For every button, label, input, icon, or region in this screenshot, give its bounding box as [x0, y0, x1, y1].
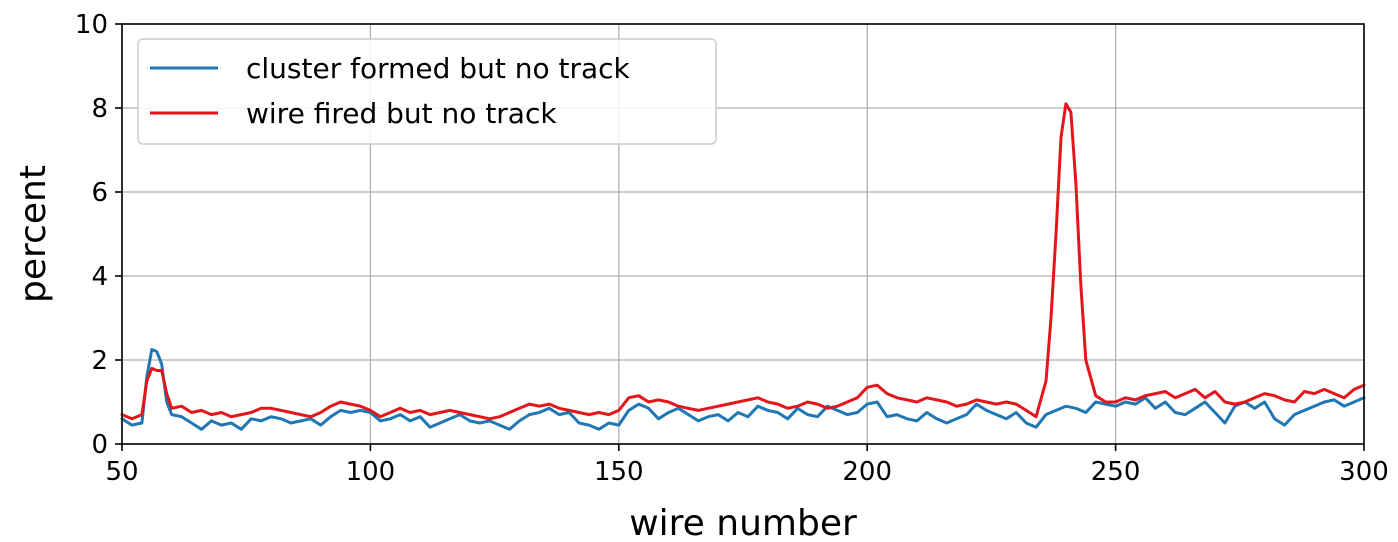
y-tick-label: 10: [75, 10, 108, 40]
axis-ticks: 50 100 150 200 250 300 0 2 4 6 8 10: [75, 10, 1389, 487]
x-tick-label: 200: [842, 457, 892, 487]
y-tick-label: 8: [91, 94, 108, 124]
x-axis-label: wire number: [629, 503, 857, 542]
series-wire-fired-line: [120, 102, 1366, 421]
x-tick-label: 150: [594, 457, 644, 487]
y-tick-label: 6: [91, 178, 108, 208]
x-tick-label: 50: [105, 457, 138, 487]
y-tick-label: 4: [91, 262, 108, 292]
x-tick-label: 100: [346, 457, 396, 487]
plot-frame: [121, 23, 1365, 445]
y-tick-label: 2: [91, 346, 108, 376]
x-tick-label: 250: [1091, 457, 1141, 487]
y-axis-label: percent: [13, 165, 54, 303]
series-cluster-formed-line: [120, 348, 1366, 431]
legend-box: [137, 38, 717, 145]
legend-label-wire: wire fired but no track: [246, 97, 557, 130]
y-tick-label: 0: [91, 430, 108, 460]
x-tick-label: 300: [1339, 457, 1389, 487]
series-layer: [120, 102, 1366, 431]
legend: cluster formed but no track wire fired b…: [137, 38, 717, 145]
legend-label-cluster: cluster formed but no track: [246, 52, 631, 85]
